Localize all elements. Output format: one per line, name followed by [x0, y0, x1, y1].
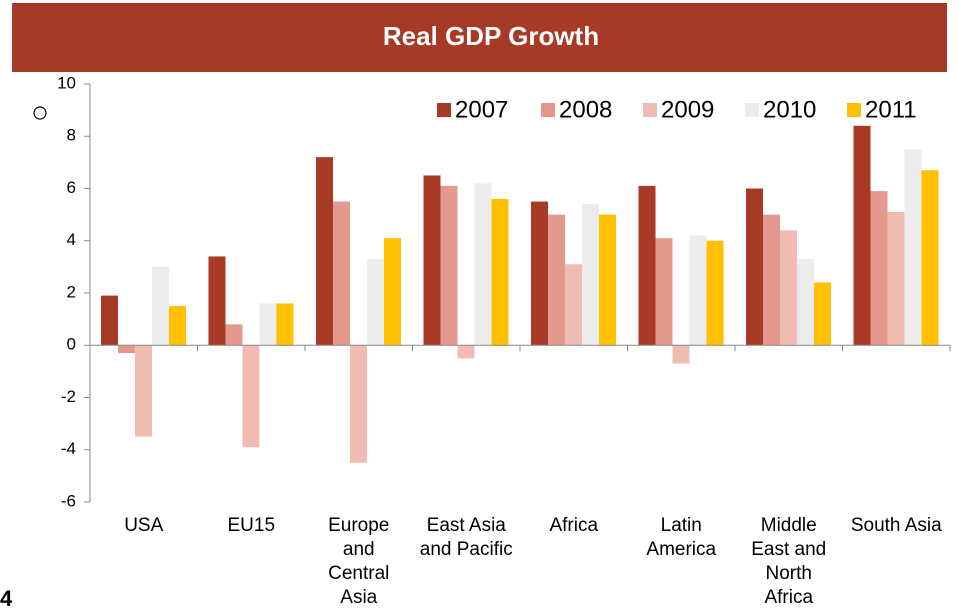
x-tick-label: Middle East and North Africa: [751, 515, 827, 608]
y-tick-label: -2: [61, 387, 76, 406]
bar: [208, 256, 226, 346]
legend-swatch: [643, 103, 657, 117]
bar: [259, 303, 277, 346]
bar: [242, 345, 260, 448]
y-tick-label: 10: [57, 73, 76, 92]
legend-swatch: [437, 103, 451, 117]
page-number: 4: [0, 586, 13, 611]
x-tick-label: Latin America: [646, 515, 717, 560]
bar: [225, 324, 243, 346]
x-tick-label: Europe and Central Asia: [328, 515, 390, 608]
x-tick-label: East Asia and Pacific: [419, 515, 513, 560]
legend-label: 2010: [763, 96, 816, 123]
bar: [333, 201, 350, 346]
bar: [440, 185, 458, 346]
bar: [870, 191, 888, 346]
bullet: [33, 106, 47, 120]
bar: [780, 230, 797, 346]
y-tick-label: 8: [67, 126, 76, 145]
bar: [797, 259, 814, 346]
bar: [565, 264, 582, 346]
chart-title: Real GDP Growth: [383, 21, 599, 51]
bar: [474, 183, 492, 346]
y-tick-label: -4: [61, 439, 76, 458]
bar: [118, 345, 135, 354]
bar: [655, 238, 673, 346]
bar: [457, 345, 475, 359]
bar: [135, 345, 152, 437]
bar: [316, 157, 333, 346]
bar: [904, 149, 922, 346]
legend-swatch: [847, 103, 861, 117]
bar: [672, 345, 690, 364]
bar: [491, 198, 509, 346]
bar: [367, 259, 384, 346]
bar: [638, 185, 656, 346]
bar: [531, 201, 548, 346]
legend-label: 2008: [559, 96, 612, 123]
legend-label: 2011: [865, 96, 917, 123]
y-tick-label: 4: [67, 230, 76, 249]
bar: [384, 238, 401, 346]
legend-swatch: [745, 103, 759, 117]
x-tick-label: Africa: [549, 515, 599, 536]
x-tick-label: USA: [124, 515, 164, 536]
bar: [548, 214, 565, 346]
bar: [746, 188, 763, 346]
legend-label: 2007: [455, 96, 508, 123]
y-tick-label: -6: [61, 491, 76, 510]
y-tick-label: 2: [67, 282, 76, 301]
bar: [582, 204, 599, 346]
x-tick-label: EU15: [227, 515, 276, 536]
bar: [101, 295, 118, 346]
bar: [599, 214, 616, 346]
bar: [887, 212, 905, 346]
bar: [706, 240, 724, 346]
bar: [423, 175, 441, 346]
bar: [763, 214, 780, 346]
bar: [853, 125, 871, 346]
y-tick-label: 0: [67, 335, 76, 354]
bar: [276, 303, 294, 346]
bar: [921, 170, 939, 346]
x-tick-label: South Asia: [850, 515, 942, 536]
legend-swatch: [541, 103, 555, 117]
bar: [350, 345, 367, 463]
title-banner: [12, 3, 947, 72]
bar: [814, 282, 831, 346]
y-tick-label: 6: [67, 178, 76, 197]
legend-label: 2009: [661, 96, 714, 123]
bar: [169, 306, 186, 346]
bar: [689, 235, 707, 346]
bar: [152, 266, 169, 346]
